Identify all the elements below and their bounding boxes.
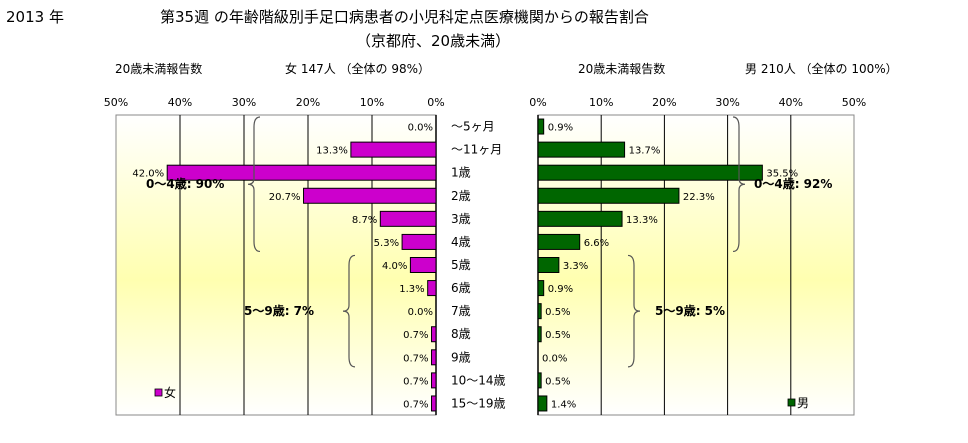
female-legend-label: 女 (164, 385, 176, 400)
female-value-label: 8.7% (352, 215, 377, 226)
male-legend-label: 男 (797, 396, 809, 410)
male-bar (537, 372, 542, 389)
male-bar (537, 257, 560, 273)
left-caption: 20歳未満報告数 (115, 62, 203, 76)
category-label: ～5ヶ月 (451, 120, 495, 134)
female-value-label: 1.3% (399, 284, 424, 295)
category-label: 4歳 (451, 235, 471, 249)
left-tick-label: 10% (360, 96, 384, 109)
male-bar (537, 210, 623, 227)
right-group-0-4-label: 0～4歳: 92% (754, 176, 832, 191)
male-bar (537, 280, 545, 297)
female-legend-swatch (154, 388, 163, 397)
right-tick-label: 20% (652, 96, 676, 109)
left-total: 女 147人 （全体の 98%） (285, 62, 431, 76)
category-label: 1歳 (451, 166, 471, 180)
category-label: 9歳 (451, 350, 471, 364)
female-value-label: 0.7% (403, 330, 428, 341)
female-bar (431, 349, 437, 366)
left-group-0-4-label: 0～4歳: 90% (146, 176, 224, 191)
male-bar (537, 395, 548, 412)
category-label: 5歳 (451, 258, 471, 272)
left-tick-label: 50% (104, 96, 128, 109)
right-total: 男 210人 （全体の 100%） (745, 62, 898, 76)
female-bar (166, 164, 437, 181)
left-tick-label: 20% (296, 96, 320, 109)
female-value-label: 13.3% (316, 146, 348, 157)
category-label: 6歳 (451, 281, 471, 295)
category-label: 8歳 (451, 327, 471, 341)
chart-subtitle: （京都府、20歳未満） (356, 32, 511, 50)
category-label: ～11ヶ月 (451, 143, 502, 157)
category-label: 2歳 (451, 189, 471, 203)
female-value-label: 4.0% (382, 261, 407, 272)
right-tick-label: 40% (779, 96, 803, 109)
right-tick-label: 30% (715, 96, 739, 109)
left-tick-label: 40% (168, 96, 192, 109)
female-bar (427, 280, 437, 297)
male-value-label: 0.9% (548, 284, 573, 295)
female-value-label: 42.0% (132, 169, 164, 180)
category-label: 7歳 (451, 304, 471, 318)
female-bar (431, 372, 437, 389)
category-label: 10～14歳 (451, 373, 506, 387)
male-bar (537, 164, 763, 181)
right-group-5-9-label: 5～9歳: 5% (655, 303, 725, 318)
male-value-label: 22.3% (683, 192, 715, 203)
female-value-label: 0.7% (403, 376, 428, 387)
female-value-label: 0.0% (408, 307, 433, 318)
female-bar (350, 141, 437, 158)
male-bar (537, 326, 542, 343)
male-value-label: 13.3% (626, 215, 658, 226)
right-tick-label: 50% (842, 96, 866, 109)
male-bar (537, 233, 581, 250)
male-value-label: 0.9% (548, 123, 573, 134)
male-value-label: 35.5% (766, 169, 798, 180)
left-tick-label: 30% (232, 96, 256, 109)
female-value-label: 0.7% (403, 399, 428, 410)
female-bar (431, 395, 437, 412)
male-value-label: 0.0% (542, 353, 567, 364)
category-label: 15～19歳 (451, 396, 506, 410)
left-tick-label: 0% (427, 96, 444, 109)
chart-year: 2013 年 (6, 8, 64, 26)
female-value-label: 20.7% (269, 192, 301, 203)
category-label: 3歳 (451, 212, 471, 226)
right-brace-5-9 (627, 254, 641, 368)
left-group-5-9-label: 5～9歳: 7% (244, 303, 314, 318)
right-brace-0-4 (732, 116, 746, 253)
female-bar (401, 233, 437, 250)
male-bar (537, 187, 680, 204)
chart-title: 第35週 の年齢階級別手足口病患者の小児科定点医療機関からの報告割合 (160, 8, 649, 26)
male-bar (537, 118, 545, 135)
male-value-label: 0.5% (545, 307, 570, 318)
female-bar (303, 187, 437, 204)
female-bar (431, 326, 437, 343)
male-bar (537, 141, 626, 158)
female-bar (379, 210, 437, 227)
left-brace-0-4 (247, 116, 261, 253)
male-bar (537, 303, 542, 320)
right-caption: 20歳未満報告数 (578, 62, 666, 76)
male-value-label: 0.5% (545, 330, 570, 341)
male-legend-swatch (787, 398, 796, 407)
male-value-label: 1.4% (551, 399, 576, 410)
male-value-label: 3.3% (563, 261, 588, 272)
male-value-label: 13.7% (629, 146, 661, 157)
left-brace-5-9 (342, 254, 356, 368)
female-bar (409, 257, 437, 273)
male-value-label: 6.6% (584, 238, 609, 249)
right-tick-label: 10% (589, 96, 613, 109)
right-tick-label: 0% (529, 96, 546, 109)
male-value-label: 0.5% (545, 376, 570, 387)
female-value-label: 0.0% (408, 123, 433, 134)
female-value-label: 0.7% (403, 353, 428, 364)
female-value-label: 5.3% (374, 238, 399, 249)
